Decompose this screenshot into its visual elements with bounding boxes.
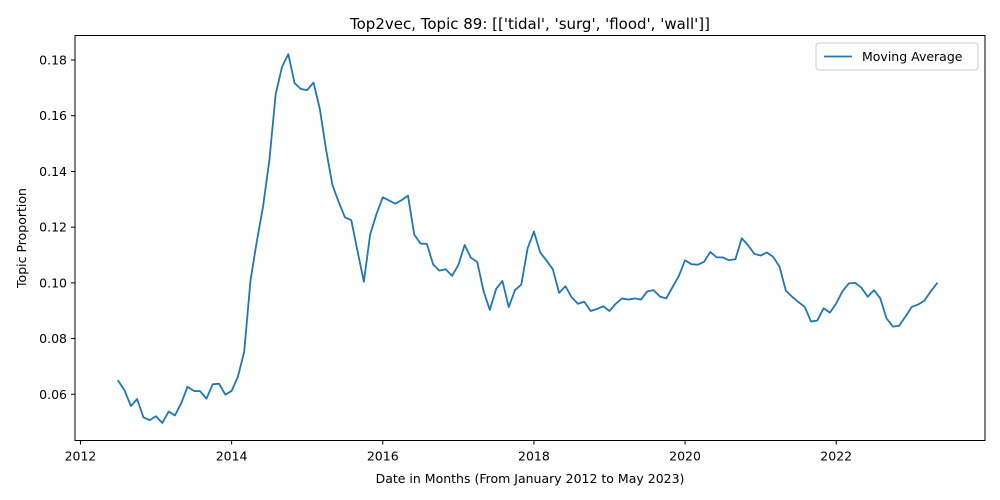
y-tick-label: 0.16 [39,108,67,123]
y-tick-label: 0.06 [39,387,67,402]
x-tick-label: 2016 [367,449,399,464]
y-axis-ticks: 0.06 0.08 0.10 0.12 0.14 0.16 0.18 [39,53,75,402]
legend-entry-moving-average: Moving Average [862,49,963,64]
legend: Moving Average [815,42,979,71]
chart-title: Top2vec, Topic 89: [['tidal', 'surg', 'f… [349,15,710,33]
y-tick-label: 0.10 [39,275,67,290]
x-tick-label: 2018 [518,449,550,464]
x-tick-label: 2022 [820,449,852,464]
y-tick-label: 0.12 [39,220,67,235]
moving-average-line [117,53,939,424]
x-axis-ticks: 2012 2014 2016 2018 2020 2022 [65,440,852,464]
legend-box [815,42,979,71]
x-tick-label: 2014 [216,449,248,464]
x-tick-label: 2020 [669,449,701,464]
y-tick-label: 0.14 [39,164,67,179]
y-tick-label: 0.08 [39,331,67,346]
x-axis-label: Date in Months (From January 2012 to May… [376,471,685,486]
y-axis-label: Topic Proportion [14,188,29,289]
plot-area-frame [74,35,986,441]
x-tick-label: 2012 [65,449,97,464]
y-tick-label: 0.18 [39,53,67,68]
